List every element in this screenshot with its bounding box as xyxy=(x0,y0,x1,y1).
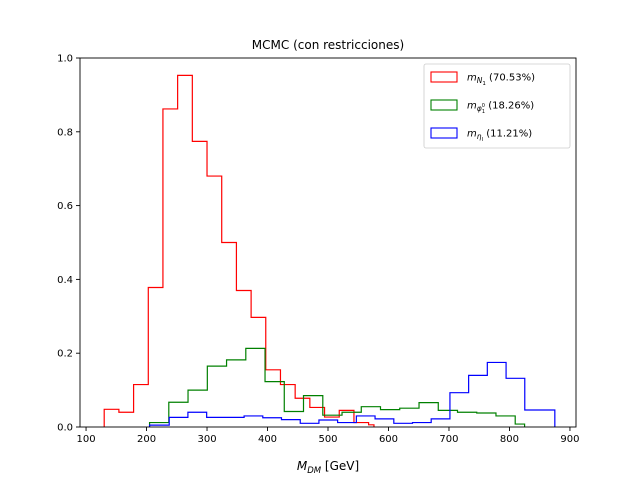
y-tick-label: 0.4 xyxy=(57,275,73,286)
x-axis-label-main: M xyxy=(297,459,308,473)
legend-swatch-2 xyxy=(430,127,458,139)
y-tick-label: 0.0 xyxy=(57,423,73,434)
x-tick-label: 800 xyxy=(500,434,519,445)
axes-layer: 100 200 300 400 500 600 700 800 900 0.0 0.2 0.4 0.6 0… xyxy=(57,54,579,446)
x-tick-label: 300 xyxy=(197,434,216,445)
legend-swatch-1 xyxy=(430,99,458,111)
y-tick-label: 1.0 xyxy=(57,54,73,65)
x-tick-label: 600 xyxy=(379,434,398,445)
series-0-histogram xyxy=(103,74,375,427)
x-tick-label: 900 xyxy=(560,434,579,445)
series-layer xyxy=(103,74,556,427)
x-tick-label: 400 xyxy=(258,434,277,445)
x-tick-label: 200 xyxy=(137,434,156,445)
legend-label-2: mηl (11.21%) xyxy=(467,129,532,144)
x-tick-label: 500 xyxy=(318,434,337,445)
x-tick-label: 700 xyxy=(439,434,458,445)
legend-swatch-0 xyxy=(430,71,458,83)
legend: mN1 (70.53%) mφ0 1 (18.26%) mηl (11.21%) xyxy=(423,63,571,149)
legend-label-0: mN1 (70.53%) xyxy=(467,73,535,88)
y-tick-label: 0.8 xyxy=(57,127,73,138)
legend-box xyxy=(423,63,571,149)
x-axis-label: MDM [GeV] xyxy=(297,459,359,476)
x-axis-label-sub: DM xyxy=(307,466,322,476)
y-tick-label: 0.2 xyxy=(57,349,73,360)
x-axis-label-unit: [GeV] xyxy=(321,459,359,473)
y-tick-label: 0.6 xyxy=(57,201,73,212)
series-1-histogram xyxy=(148,347,526,427)
x-tick-label: 100 xyxy=(77,434,96,445)
series-2-histogram xyxy=(148,361,556,427)
legend-label-1: mφ0 1 (18.26%) xyxy=(467,101,534,116)
chart-title: MCMC (con restricciones) xyxy=(252,38,404,52)
